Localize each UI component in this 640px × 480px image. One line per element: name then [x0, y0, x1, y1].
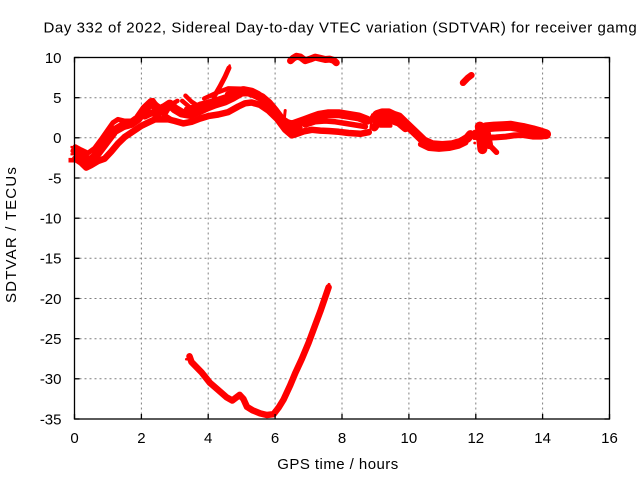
svg-text:6: 6: [271, 430, 279, 447]
svg-text:-30: -30: [40, 371, 62, 388]
svg-text:8: 8: [338, 430, 346, 447]
svg-text:-10: -10: [40, 211, 62, 228]
svg-text:Day 332 of 2022, Sidereal Day-: Day 332 of 2022, Sidereal Day-to-day VTE…: [44, 20, 638, 37]
svg-text:5: 5: [53, 90, 61, 107]
svg-text:-5: -5: [48, 170, 61, 187]
svg-text:-15: -15: [40, 251, 62, 268]
svg-text:2: 2: [137, 430, 145, 447]
svg-text:0: 0: [70, 430, 78, 447]
svg-text:GPS time / hours: GPS time / hours: [277, 456, 398, 473]
svg-text:14: 14: [534, 430, 551, 447]
svg-text:16: 16: [601, 430, 618, 447]
svg-text:SDTVAR / TECUs: SDTVAR / TECUs: [3, 166, 20, 303]
svg-text:10: 10: [401, 430, 418, 447]
svg-text:0: 0: [53, 130, 61, 147]
svg-text:10: 10: [45, 50, 62, 67]
svg-text:4: 4: [204, 430, 212, 447]
svg-text:12: 12: [467, 430, 484, 447]
svg-text:-20: -20: [40, 291, 62, 308]
svg-text:-25: -25: [40, 331, 62, 348]
svg-text:-35: -35: [40, 411, 62, 428]
